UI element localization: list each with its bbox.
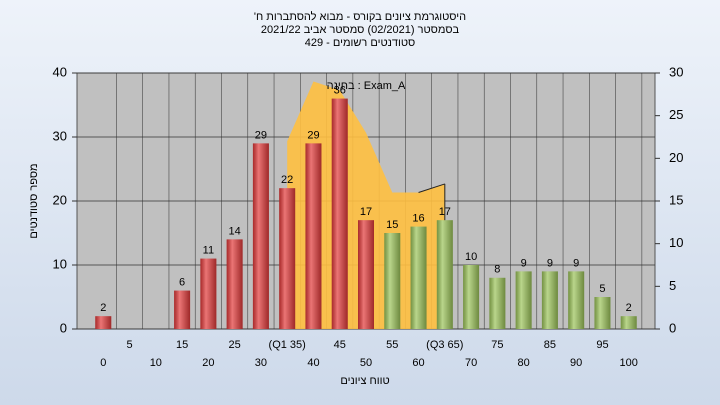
data-label: 17: [360, 206, 372, 218]
bar-shade: [358, 220, 374, 329]
bar-shade: [174, 290, 191, 329]
x-tick-label: 55: [386, 339, 398, 351]
x-tick-label: 50: [360, 357, 372, 369]
data-label: 2: [626, 302, 632, 314]
x-tick-label: 45: [334, 339, 346, 351]
chart-subtitle: בסמסטר (02/2021) סמסטר אביב 2021/22: [261, 24, 460, 36]
data-label: 9: [573, 257, 579, 269]
bar-shade: [305, 143, 322, 329]
bar-shade: [489, 277, 506, 329]
bar-shade: [200, 258, 217, 329]
data-label: 2: [100, 302, 106, 314]
x-tick-label: 80: [518, 357, 530, 369]
data-label: 10: [465, 251, 477, 263]
data-label: 29: [307, 129, 319, 141]
y2-tick-label: 5: [669, 278, 676, 293]
data-label: 16: [412, 213, 424, 225]
data-label: 22: [281, 174, 293, 186]
bar-shade: [95, 316, 112, 329]
x-tick-label: 40: [307, 357, 319, 369]
y-tick-label: 40: [53, 64, 67, 79]
data-label: 36: [334, 85, 346, 97]
x-tick-label: 25: [229, 339, 241, 351]
bar-shade: [436, 220, 453, 329]
bar-shade: [568, 271, 585, 329]
y-tick-label: 20: [53, 192, 67, 207]
data-label: 29: [255, 129, 267, 141]
y2-tick-label: 30: [669, 64, 683, 79]
bar-shade: [384, 233, 401, 329]
x-tick-label: 75: [491, 339, 503, 351]
bar-shade: [594, 297, 611, 329]
bar-shade: [515, 271, 532, 329]
bar-shade: [279, 188, 296, 329]
data-label: 9: [547, 257, 553, 269]
y2-tick-label: 25: [669, 107, 683, 122]
x-tick-label: 0: [100, 357, 106, 369]
x-tick-label: 15: [176, 339, 188, 351]
x-tick-label: 5: [126, 339, 132, 351]
x-axis-label: טווח ציונים: [340, 375, 389, 387]
x-tick-label: 95: [596, 339, 608, 351]
data-label: 6: [179, 277, 185, 289]
y2-tick-label: 15: [669, 192, 683, 207]
data-label: 14: [229, 225, 241, 237]
data-label: 15: [386, 219, 398, 231]
area-name: בחינה : Exam_A: [327, 80, 406, 92]
x-tick-label: 90: [570, 357, 582, 369]
x-tick-label: 85: [544, 339, 556, 351]
x-tick-label: 60: [412, 357, 424, 369]
bar-shade: [541, 271, 558, 329]
y2-tick-label: 10: [669, 235, 683, 250]
y2-tick-label: 0: [669, 320, 676, 335]
y2-tick-label: 20: [669, 150, 683, 165]
bar-shade: [620, 316, 637, 329]
data-label: 9: [521, 257, 527, 269]
y-tick-label: 0: [60, 320, 67, 335]
data-label: 11: [203, 245, 214, 257]
x-tick-label: 100: [620, 357, 638, 369]
data-label: 5: [599, 283, 605, 295]
y-tick-label: 30: [53, 128, 67, 143]
x-tick-label: 10: [150, 357, 162, 369]
x-tick-label: (Q3 65): [426, 339, 463, 351]
x-tick-label: 20: [202, 357, 214, 369]
y-axis-label: מספר סטודנטים: [28, 163, 40, 238]
area-edge: [418, 183, 445, 193]
bar-shade: [463, 265, 480, 329]
bar-shade: [252, 143, 269, 329]
x-tick-label: (Q1 35): [269, 339, 306, 351]
x-tick-label: 30: [255, 357, 267, 369]
y-tick-label: 10: [53, 256, 67, 271]
chart-title: היסטוגרמת ציונים בקורס - מבוא להסתברות ח…: [254, 10, 466, 23]
bar-shade: [331, 98, 348, 329]
chart-subtitle: סטודנטים רשומים - 429: [305, 37, 416, 49]
data-label: 8: [494, 264, 500, 276]
x-tick-label: 70: [465, 357, 477, 369]
data-label: 17: [439, 206, 451, 218]
bar-shade: [410, 226, 427, 329]
area: [287, 81, 445, 330]
bar-shade: [226, 239, 243, 329]
